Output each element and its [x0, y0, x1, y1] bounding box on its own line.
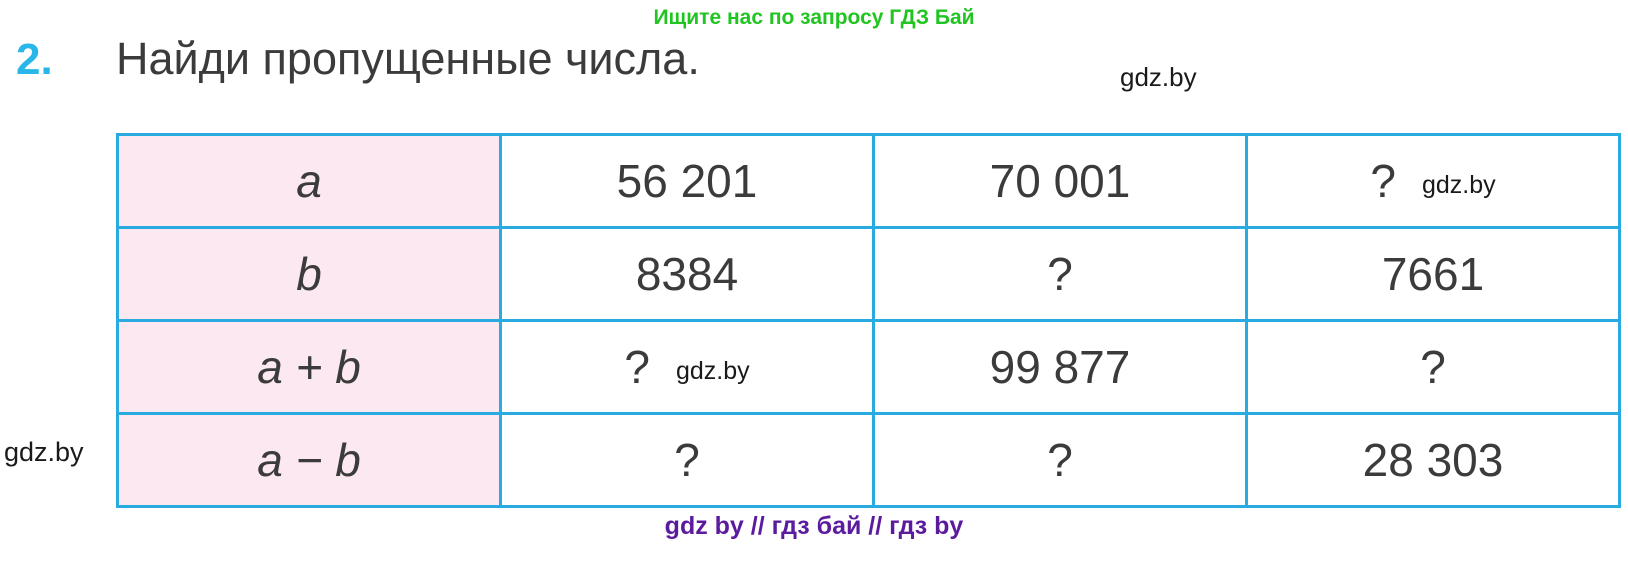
- exercise-heading: 2. Найди пропущенные числа. gdz.by: [0, 33, 1628, 92]
- cell-value: 70 001: [989, 155, 1131, 207]
- numbers-table: a 56 201 70 001 ? gdz.by: [116, 133, 1621, 508]
- cell-value: 28 303: [1362, 434, 1504, 486]
- footer-bar: gdz by // гдз бай // гдз by: [0, 512, 1628, 541]
- cell-aplusb-3: ?: [1245, 319, 1621, 415]
- cell-b-3: 7661: [1245, 226, 1621, 322]
- cell-value: ?: [1370, 155, 1396, 207]
- cell-value: 7661: [1381, 248, 1485, 300]
- table-row: a + b ? gdz.by 99 877 ?: [116, 319, 1621, 415]
- cell-value: 99 877: [989, 341, 1131, 393]
- cell-value: 8384: [635, 248, 739, 300]
- cell-value: ?: [1047, 248, 1073, 300]
- row-label-a: a: [116, 133, 502, 229]
- table-row: a 56 201 70 001 ? gdz.by: [116, 133, 1621, 229]
- cell-a-3: ? gdz.by: [1245, 133, 1621, 229]
- cell-watermark: gdz.by: [1421, 170, 1496, 199]
- cell-value: ?: [1420, 341, 1446, 393]
- cell-value: ?: [1047, 434, 1073, 486]
- cell-b-1: 8384: [499, 226, 875, 322]
- cell-watermark: gdz.by: [675, 356, 750, 385]
- left-edge-watermark: gdz.by: [4, 437, 84, 467]
- cell-aminusb-1: ?: [499, 412, 875, 508]
- numbers-table-wrapper: a 56 201 70 001 ? gdz.by: [116, 133, 1621, 508]
- table-row: a − b ? ? 28 303: [116, 412, 1621, 508]
- cell-aplusb-2: 99 877: [872, 319, 1248, 415]
- table-row: b 8384 ? 7661: [116, 226, 1621, 322]
- promo-bar: Ищите нас по запросу ГДЗ Бай: [0, 0, 1628, 30]
- row-label-b: b: [116, 226, 502, 322]
- footer-text: gdz by // гдз бай // гдз by: [664, 512, 964, 540]
- task-number: 2.: [16, 35, 53, 84]
- cell-a-2: 70 001: [872, 133, 1248, 229]
- cell-value: ?: [674, 434, 700, 486]
- heading-watermark: gdz.by: [1120, 62, 1197, 92]
- cell-aminusb-3: 28 303: [1245, 412, 1621, 508]
- cell-a-1: 56 201: [499, 133, 875, 229]
- row-label-a-minus-b: a − b: [116, 412, 502, 508]
- cell-b-2: ?: [872, 226, 1248, 322]
- cell-value: ?: [624, 341, 650, 393]
- cell-value: 56 201: [616, 155, 758, 207]
- promo-text: Ищите нас по запросу ГДЗ Бай: [653, 6, 975, 29]
- cell-aminusb-2: ?: [872, 412, 1248, 508]
- cell-aplusb-1: ? gdz.by: [499, 319, 875, 415]
- page-title: Найди пропущенные числа.: [116, 33, 700, 84]
- row-label-a-plus-b: a + b: [116, 319, 502, 415]
